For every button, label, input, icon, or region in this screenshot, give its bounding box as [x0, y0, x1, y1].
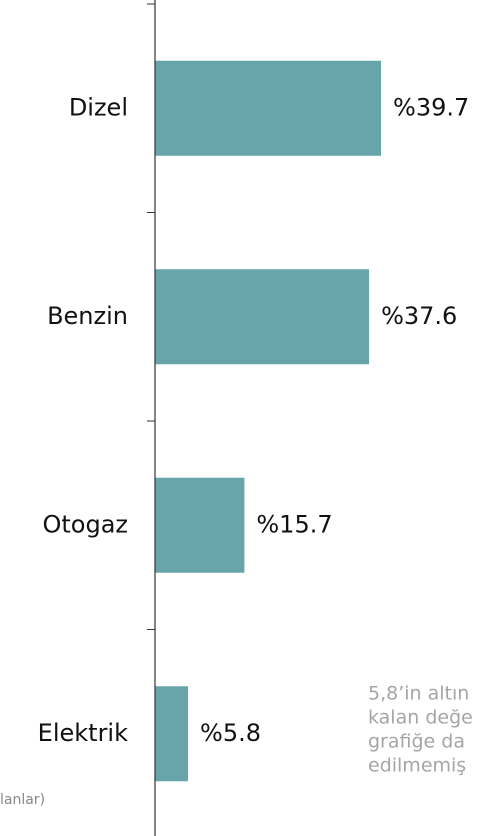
- annotation: kalan değe: [368, 707, 473, 729]
- bar: [155, 686, 189, 782]
- y-tick-label: Benzin: [47, 302, 128, 330]
- data-label: %15.7: [256, 510, 332, 538]
- y-tick-label: Dizel: [69, 93, 128, 121]
- data-label: %5.8: [200, 719, 261, 747]
- data-label: %37.6: [381, 302, 457, 330]
- data-label: %39.7: [393, 93, 469, 121]
- annotation: 5,8’in altın: [368, 683, 469, 705]
- bar: [155, 477, 245, 573]
- source-note: lanlar): [0, 792, 45, 808]
- y-tick-label: Otogaz: [42, 510, 128, 538]
- bar: [155, 60, 382, 156]
- annotation: grafiğe da: [368, 731, 465, 753]
- y-tick-label: Elektrik: [38, 719, 128, 747]
- annotation: edilmemiş: [368, 755, 466, 777]
- bar: [155, 269, 370, 365]
